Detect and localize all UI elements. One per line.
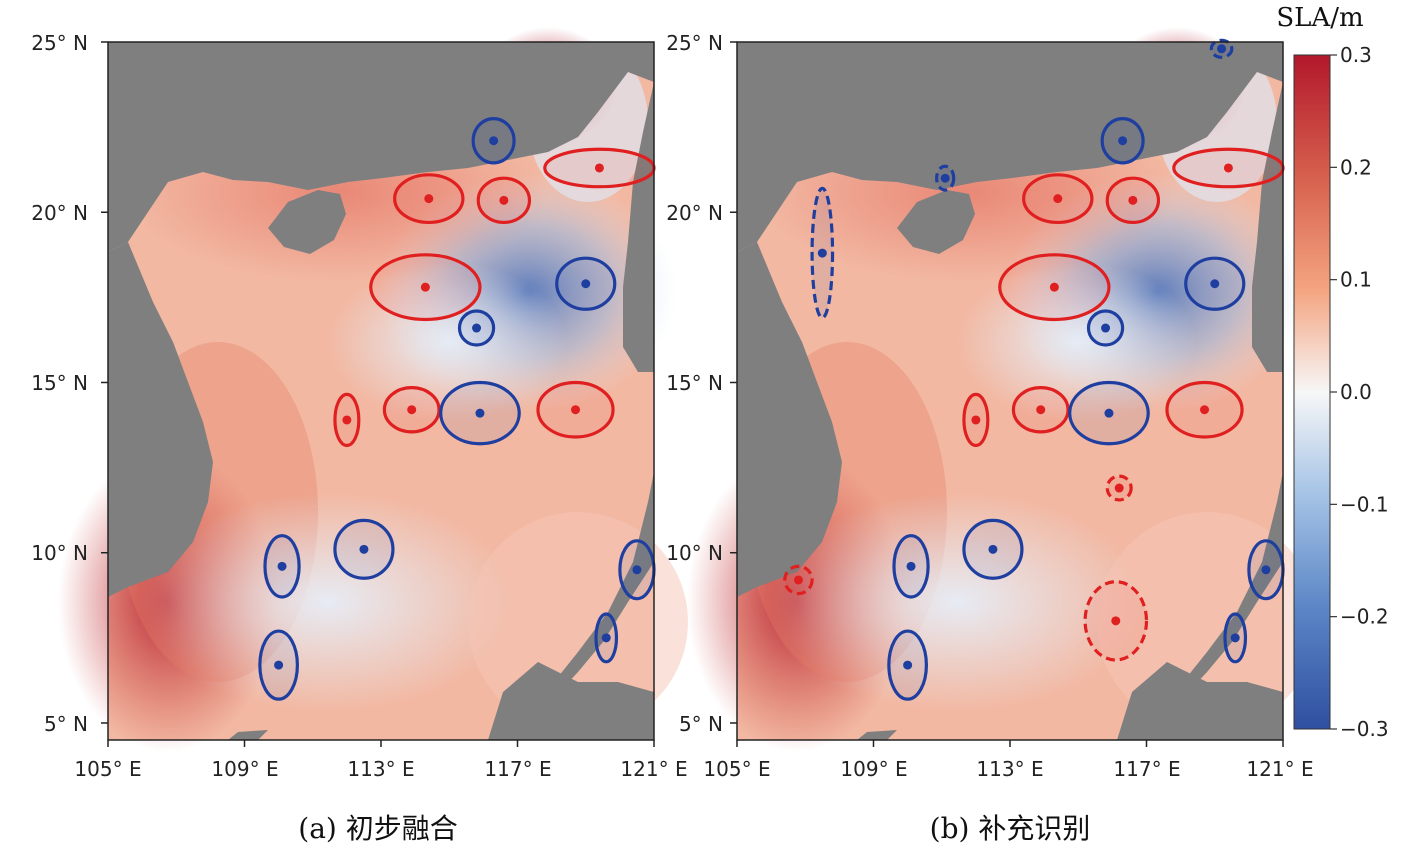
cyclonic-eddy-center (472, 323, 482, 333)
lon-label-113-a: 113° E (347, 757, 414, 781)
lat-label-10-b: 10° N (666, 541, 723, 565)
cyclonic-eddy-center (632, 565, 642, 575)
lon-label-121-b: 121° E (1246, 757, 1313, 781)
colorbar-tick-label: −0.1 (1340, 492, 1389, 516)
cyclonic-eddy-center (988, 544, 998, 554)
lon-label-109-a: 109° E (211, 757, 278, 781)
cyclonic-eddy-center (1101, 323, 1111, 333)
lat-label-15-b: 15° N (666, 371, 723, 395)
colorbar-tick-label: −0.2 (1340, 605, 1389, 629)
anticyclonic-eddy-center (342, 415, 352, 425)
lon-label-105-a: 105° E (74, 757, 141, 781)
eddy-contours-a (258, 117, 656, 701)
anticyclonic-eddy-center (420, 282, 430, 292)
caption-b: (b) 补充识别 (930, 812, 1091, 845)
lat-label-10-a: 10° N (31, 541, 88, 565)
cyclonic-eddy-center (581, 279, 591, 289)
lat-label-25-b: 25° N (666, 31, 723, 55)
added-anticyclonic-eddy-center (1114, 483, 1124, 493)
anticyclonic-eddy-center (971, 415, 981, 425)
anticyclonic-eddy-center (1223, 163, 1233, 173)
cyclonic-eddy-center (1210, 279, 1220, 289)
eddy-contours-b (783, 38, 1285, 701)
lat-label-25-a: 25° N (31, 31, 88, 55)
cyclonic-eddy-center (277, 561, 287, 571)
cyclonic-eddy-center (1261, 565, 1271, 575)
colorbar (1293, 54, 1331, 730)
colorbar-tick-label: 0.1 (1340, 268, 1372, 292)
colorbar-tick-label: 0.0 (1340, 380, 1372, 404)
added-cyclonic-eddy-center (940, 173, 950, 183)
cyclonic-eddy-center (1104, 408, 1114, 418)
lon-label-121-a: 121° E (620, 757, 687, 781)
colorbar-title: SLA/m (1276, 3, 1363, 33)
lon-label-105-b: 105° E (703, 757, 770, 781)
axis-ticks-a (101, 41, 655, 747)
colorbar-tick-label: −0.3 (1340, 717, 1389, 741)
panel-b (687, 27, 1317, 752)
lon-label-117-a: 117° E (484, 757, 551, 781)
cyclonic-eddy-center (359, 544, 369, 554)
axis-ticks-b (730, 41, 1284, 747)
anticyclonic-eddy-center (1200, 405, 1210, 415)
lat-label-20-b: 20° N (666, 201, 723, 225)
cyclonic-eddy-center (274, 660, 284, 670)
anticyclonic-eddy-center (1036, 405, 1046, 415)
added-anticyclonic-eddy-center (1111, 616, 1121, 626)
lat-label-5-a: 5° N (44, 712, 88, 736)
cyclonic-eddy-center (903, 660, 913, 670)
added-anticyclonic-eddy-center (793, 575, 803, 585)
added-cyclonic-eddy-center (817, 248, 827, 258)
cyclonic-eddy-center (1118, 136, 1128, 146)
anticyclonic-eddy-center (407, 405, 417, 415)
anticyclonic-eddy-center (424, 194, 434, 204)
cyclonic-eddy-center (489, 136, 499, 146)
anticyclonic-eddy-center (1053, 194, 1063, 204)
anticyclonic-eddy-center (1049, 282, 1059, 292)
colorbar-tick-label: 0.3 (1340, 43, 1372, 67)
lat-label-15-a: 15° N (31, 371, 88, 395)
lon-label-113-b: 113° E (976, 757, 1043, 781)
colorbar-tick-label: 0.2 (1340, 155, 1372, 179)
anticyclonic-eddy-center (594, 163, 604, 173)
lon-label-109-b: 109° E (840, 757, 907, 781)
anticyclonic-eddy-center (1128, 195, 1138, 205)
lat-label-20-a: 20° N (31, 201, 88, 225)
cyclonic-eddy-center (601, 633, 611, 643)
caption-a: (a) 初步融合 (298, 812, 457, 845)
cyclonic-eddy-center (1230, 633, 1240, 643)
lon-label-117-b: 117° E (1113, 757, 1180, 781)
anticyclonic-eddy-center (571, 405, 581, 415)
lat-label-5-b: 5° N (679, 712, 723, 736)
colorbar-ticks: 0.3 0.2 0.1 0.0 −0.1 −0.2 −0.3 (1330, 43, 1389, 741)
cyclonic-eddy-center (475, 408, 485, 418)
panel-a (58, 27, 688, 752)
added-cyclonic-eddy-center (1217, 44, 1227, 54)
anticyclonic-eddy-center (499, 195, 509, 205)
cyclonic-eddy-center (906, 561, 916, 571)
